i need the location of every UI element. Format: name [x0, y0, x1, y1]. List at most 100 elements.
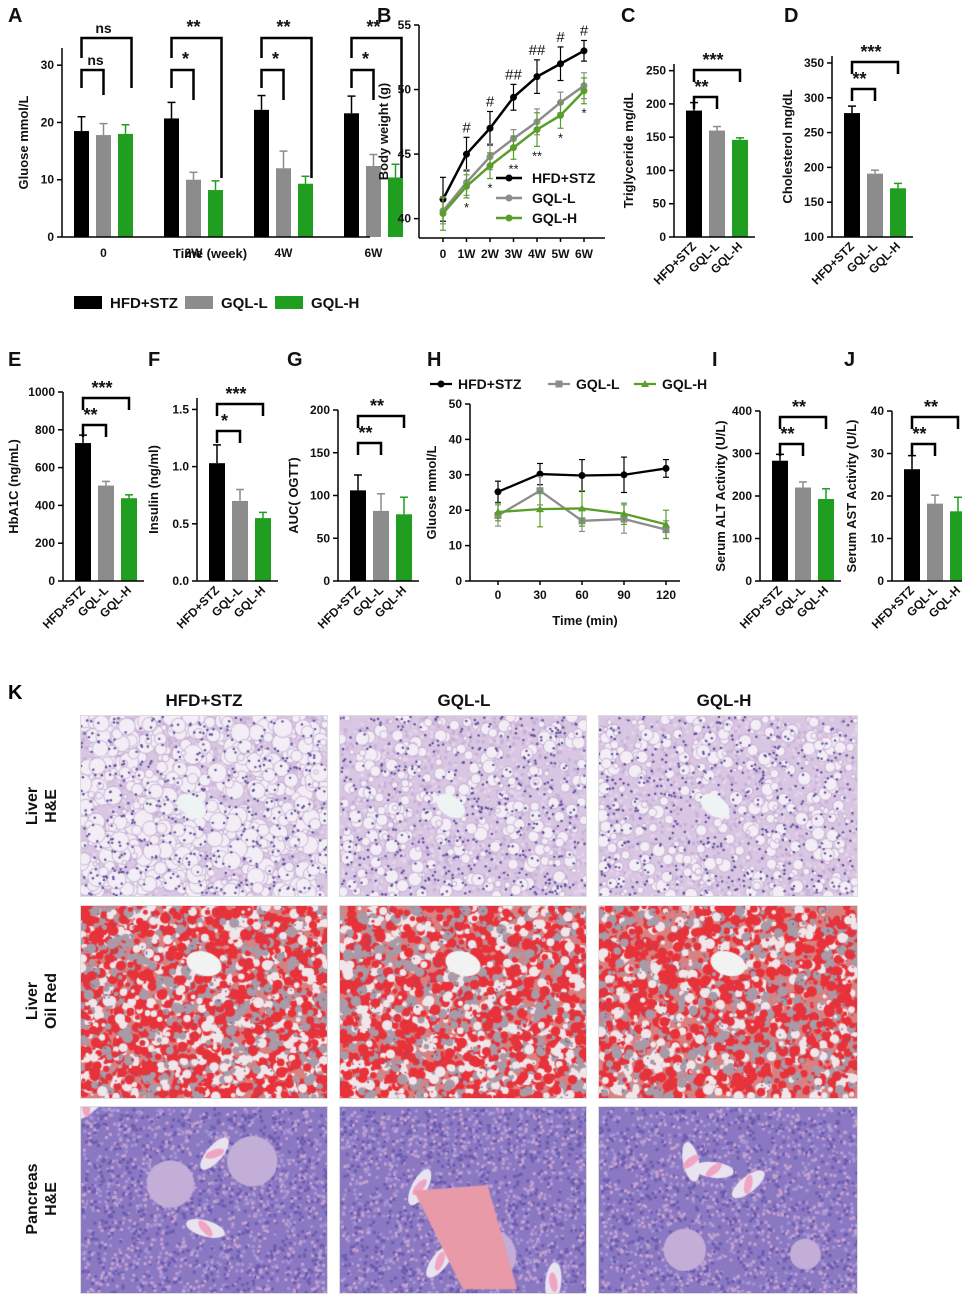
bar-A-2w-hfdstz	[164, 118, 179, 237]
y-tick-label-J: 0	[877, 574, 884, 588]
sig-bracket-inner-C	[692, 95, 719, 109]
x-tick-label-H: 90	[617, 588, 631, 602]
sig-mark-star-B: **	[532, 148, 542, 163]
histology-column-gqlh: GQL-H	[696, 691, 752, 710]
data-point-B-2	[557, 111, 564, 119]
y-tick-label-C: 250	[646, 64, 666, 78]
y-tick-label-A: 30	[41, 58, 55, 72]
sig-mark-hash-B: ##	[505, 66, 522, 83]
histology-column-gqll: GQL-L	[437, 691, 491, 710]
y-tick-label-I: 400	[732, 404, 752, 418]
y-tick-label-B: 50	[398, 83, 412, 97]
data-point-B-0	[557, 60, 564, 68]
micrograph-liver-oilred-gqlh	[598, 905, 858, 1099]
sig-bracket-inner-D	[850, 87, 877, 101]
sig-bracket-inner-F	[215, 429, 242, 443]
x-tick-label-B: 6W	[575, 247, 594, 261]
bar-A-6w-gqlh	[388, 177, 403, 237]
x-tick-label-B: 4W	[528, 247, 547, 261]
sig-bracket-outer-J-label: **	[924, 397, 938, 417]
legend-label-H-0: HFD+STZ	[458, 376, 522, 392]
legend-marker-B-2	[505, 214, 513, 222]
data-point-H-1	[536, 487, 544, 495]
legend-label-top-1: GQL-L	[221, 295, 268, 312]
y-tick-label-E: 400	[35, 498, 55, 512]
bar-D-gqlh	[890, 188, 906, 237]
x-tick-label-H: 30	[533, 588, 547, 602]
sig-bracket-outer-C-label: ***	[702, 50, 723, 70]
data-point-B-2	[463, 182, 470, 190]
sig-bracket-outer-A	[260, 36, 313, 178]
legend-swatch-top-1	[185, 296, 213, 309]
bar-A-4w-hfdstz	[254, 109, 269, 237]
data-point-B-0	[533, 73, 541, 81]
histology-row-liver-oilred: Liver Oil Red	[24, 973, 60, 1030]
sig-bracket-inner-A	[260, 68, 285, 100]
panel-letter-F: F	[148, 349, 160, 371]
legend-marker-H-2	[641, 380, 649, 387]
micrograph-liver-he-hfd	[80, 715, 328, 897]
x-tick-label-B: 0	[440, 247, 447, 261]
sig-mark-hash-B: ##	[529, 42, 546, 59]
y-tick-label-E: 800	[35, 423, 55, 437]
data-point-H-0	[662, 464, 670, 472]
panel-letter-H: H	[427, 349, 441, 371]
bar-J-hfdstz	[904, 469, 920, 581]
bar-F-gqll	[232, 500, 248, 581]
x-tick-label-B: 3W	[505, 247, 524, 261]
sig-mark-star-B: **	[508, 161, 518, 176]
micrograph-pancreas-he-hfd	[80, 1106, 328, 1294]
micrograph-liver-oilred-hfd	[80, 905, 328, 1099]
y-tick-label-I: 300	[732, 447, 752, 461]
sig-label-inner-A: *	[272, 49, 279, 69]
y-tick-label-F: 1.5	[172, 402, 189, 416]
y-tick-label-G: 200	[310, 403, 330, 417]
panel-letter-B: B	[377, 5, 391, 27]
bar-I-gqlh	[818, 498, 834, 581]
legend-marker-B-1	[505, 194, 513, 202]
x-axis-title-H: Time (min)	[552, 613, 618, 628]
sig-label-outer-A: **	[366, 17, 380, 37]
y-tick-label-F: 0.0	[172, 574, 189, 588]
y-tick-label-F: 1.0	[172, 460, 189, 474]
histology-column-hfd: HFD+STZ	[165, 691, 243, 710]
micrograph-liver-he-gqll	[339, 715, 587, 897]
sig-bracket-inner-A	[80, 68, 105, 95]
bar-A-2w-gqll	[186, 179, 201, 237]
y-tick-label-H: 20	[449, 503, 463, 517]
y-axis-title-B: Body weight (g)	[376, 83, 391, 181]
bar-A-0-gqlh	[118, 133, 133, 237]
y-tick-label-H: 30	[449, 468, 463, 482]
y-tick-label-D: 300	[804, 91, 824, 105]
y-tick-label-E: 1000	[28, 385, 55, 399]
x-tick-label-A: 4W	[275, 246, 294, 260]
x-tick-label-A: 6W	[365, 246, 384, 260]
legend-label-top-0: HFD+STZ	[110, 295, 178, 312]
y-tick-label-F: 0.5	[172, 517, 189, 531]
data-point-B-2	[580, 87, 588, 95]
sig-mark-hash-B: #	[462, 119, 471, 136]
y-tick-label-C: 0	[659, 230, 666, 244]
bar-A-4w-gqll	[276, 168, 291, 237]
y-tick-label-B: 55	[398, 18, 412, 32]
x-tick-label-B: 1W	[458, 247, 477, 261]
y-axis-title-E: HbA1C (ng/mL)	[6, 439, 21, 534]
legend-swatch-top-2	[275, 296, 303, 309]
panel-letter-J: J	[844, 349, 855, 371]
sig-mark-hash-B: #	[580, 22, 589, 39]
y-tick-label-H: 50	[449, 397, 463, 411]
y-axis-title-C: Triglyceride mg/dL	[621, 93, 636, 209]
sig-bracket-outer-C	[692, 68, 742, 82]
y-axis-title-J: Serum AST Activity (U/L)	[844, 420, 859, 573]
y-tick-label-B: 40	[398, 212, 412, 226]
legend-marker-B-0	[505, 174, 513, 182]
x-tick-label-H: 60	[575, 588, 589, 602]
legend-label-H-2: GQL-H	[662, 376, 707, 392]
bar-A-0-gqll	[96, 135, 111, 237]
bar-E-gqll	[98, 485, 114, 581]
bar-E-hfdstz	[75, 443, 91, 581]
y-axis-title-I: Serum ALT Activity (U/L)	[713, 420, 728, 571]
sig-bracket-outer-A	[80, 36, 133, 88]
y-tick-label-D: 250	[804, 126, 824, 140]
